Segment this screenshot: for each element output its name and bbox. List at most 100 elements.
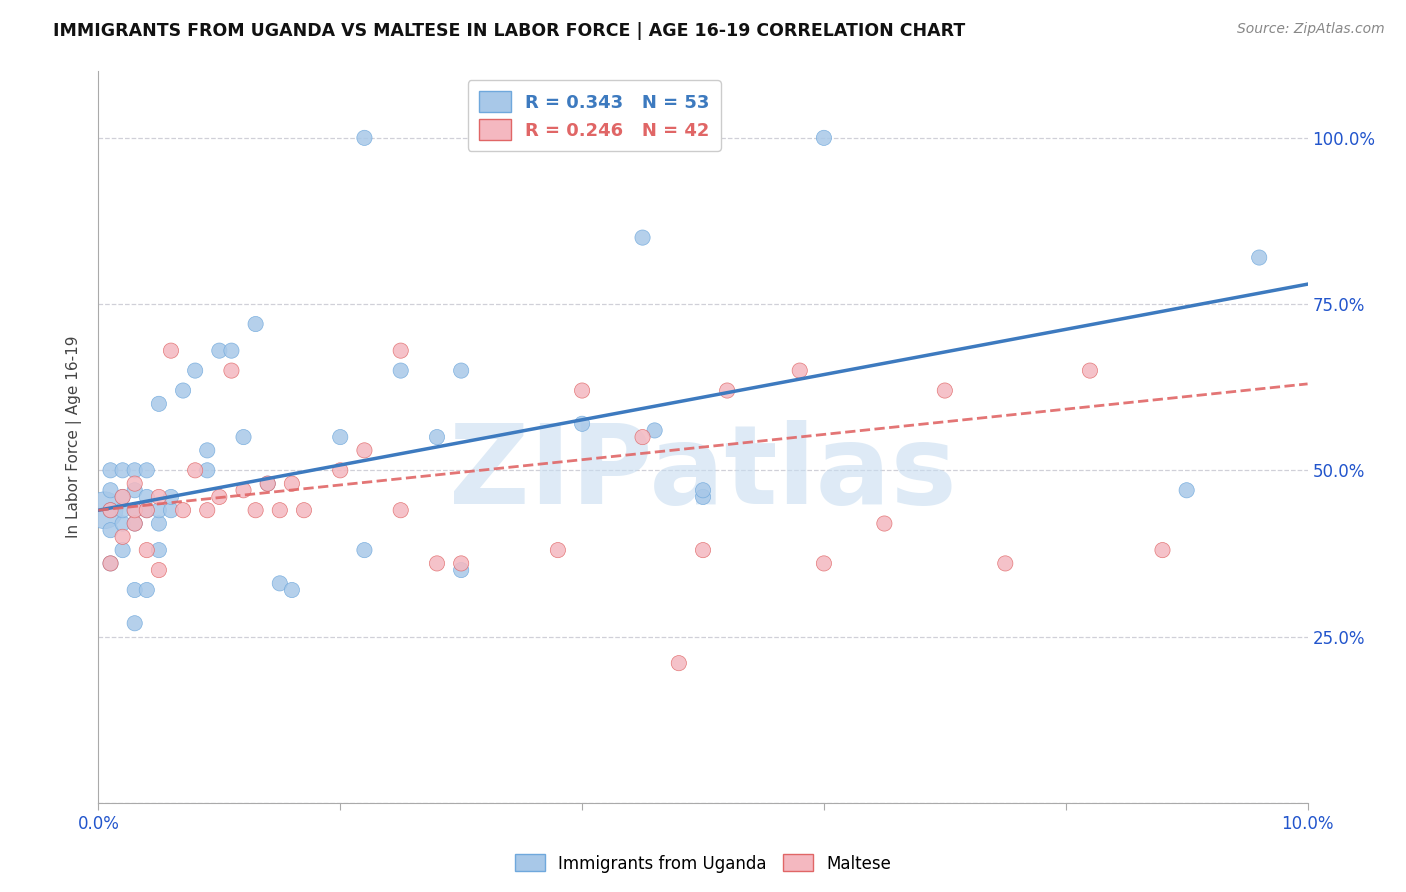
Point: [716, 384, 738, 398]
Point: [111, 490, 134, 504]
Point: [111, 543, 134, 558]
Point: [111, 463, 134, 477]
Point: [450, 557, 472, 571]
Point: [100, 557, 122, 571]
Point: [148, 397, 170, 411]
Point: [631, 430, 654, 444]
Point: [256, 476, 278, 491]
Point: [789, 363, 811, 377]
Point: [160, 490, 183, 504]
Point: [135, 490, 157, 504]
Point: [571, 417, 593, 431]
Point: [100, 523, 122, 537]
Point: [195, 443, 218, 458]
Point: [1078, 363, 1101, 377]
Point: [1152, 543, 1174, 558]
Point: [111, 516, 134, 531]
Point: [281, 476, 304, 491]
Point: [994, 557, 1017, 571]
Point: [208, 490, 231, 504]
Point: [135, 503, 157, 517]
Point: [389, 343, 412, 358]
Point: [329, 430, 352, 444]
Point: [426, 557, 449, 571]
Point: [934, 384, 956, 398]
Point: [329, 463, 352, 477]
Text: IMMIGRANTS FROM UGANDA VS MALTESE IN LABOR FORCE | AGE 16-19 CORRELATION CHART: IMMIGRANTS FROM UGANDA VS MALTESE IN LAB…: [53, 22, 966, 40]
Point: [813, 557, 835, 571]
Point: [148, 503, 170, 517]
Point: [547, 543, 569, 558]
Point: [195, 503, 218, 517]
Point: [208, 343, 231, 358]
Point: [668, 656, 690, 670]
Point: [281, 582, 304, 597]
Point: [873, 516, 896, 531]
Point: [172, 384, 194, 398]
Point: [124, 582, 146, 597]
Point: [232, 430, 254, 444]
Point: [135, 582, 157, 597]
Point: [160, 343, 183, 358]
Point: [269, 503, 291, 517]
Point: [160, 503, 183, 517]
Point: [135, 463, 157, 477]
Point: [93, 503, 115, 517]
Point: [111, 490, 134, 504]
Point: [124, 516, 146, 531]
Legend: Immigrants from Uganda, Maltese: Immigrants from Uganda, Maltese: [508, 847, 898, 880]
Point: [148, 563, 170, 577]
Point: [100, 483, 122, 498]
Point: [124, 483, 146, 498]
Point: [389, 363, 412, 377]
Point: [426, 430, 449, 444]
Y-axis label: In Labor Force | Age 16-19: In Labor Force | Age 16-19: [66, 335, 83, 539]
Point: [148, 543, 170, 558]
Point: [135, 503, 157, 517]
Point: [100, 503, 122, 517]
Point: [692, 490, 714, 504]
Point: [124, 476, 146, 491]
Point: [172, 503, 194, 517]
Point: [292, 503, 315, 517]
Point: [124, 463, 146, 477]
Point: [124, 503, 146, 517]
Point: [692, 543, 714, 558]
Point: [450, 563, 472, 577]
Point: [184, 363, 207, 377]
Point: [245, 503, 267, 517]
Point: [353, 443, 375, 458]
Point: [100, 557, 122, 571]
Point: [353, 131, 375, 145]
Point: [124, 503, 146, 517]
Point: [256, 476, 278, 491]
Point: [111, 503, 134, 517]
Text: Source: ZipAtlas.com: Source: ZipAtlas.com: [1237, 22, 1385, 37]
Point: [100, 463, 122, 477]
Legend: R = 0.343   N = 53, R = 0.246   N = 42: R = 0.343 N = 53, R = 0.246 N = 42: [468, 80, 721, 151]
Point: [232, 483, 254, 498]
Point: [389, 503, 412, 517]
Point: [148, 490, 170, 504]
Point: [1249, 251, 1271, 265]
Point: [100, 503, 122, 517]
Point: [148, 516, 170, 531]
Point: [245, 317, 267, 331]
Point: [111, 530, 134, 544]
Point: [221, 363, 243, 377]
Point: [269, 576, 291, 591]
Point: [124, 516, 146, 531]
Point: [631, 230, 654, 244]
Point: [353, 543, 375, 558]
Text: ZIPatlas: ZIPatlas: [449, 420, 957, 527]
Point: [124, 616, 146, 631]
Point: [450, 363, 472, 377]
Point: [135, 543, 157, 558]
Point: [571, 384, 593, 398]
Point: [644, 424, 666, 438]
Point: [692, 483, 714, 498]
Point: [813, 131, 835, 145]
Point: [184, 463, 207, 477]
Point: [195, 463, 218, 477]
Point: [1175, 483, 1198, 498]
